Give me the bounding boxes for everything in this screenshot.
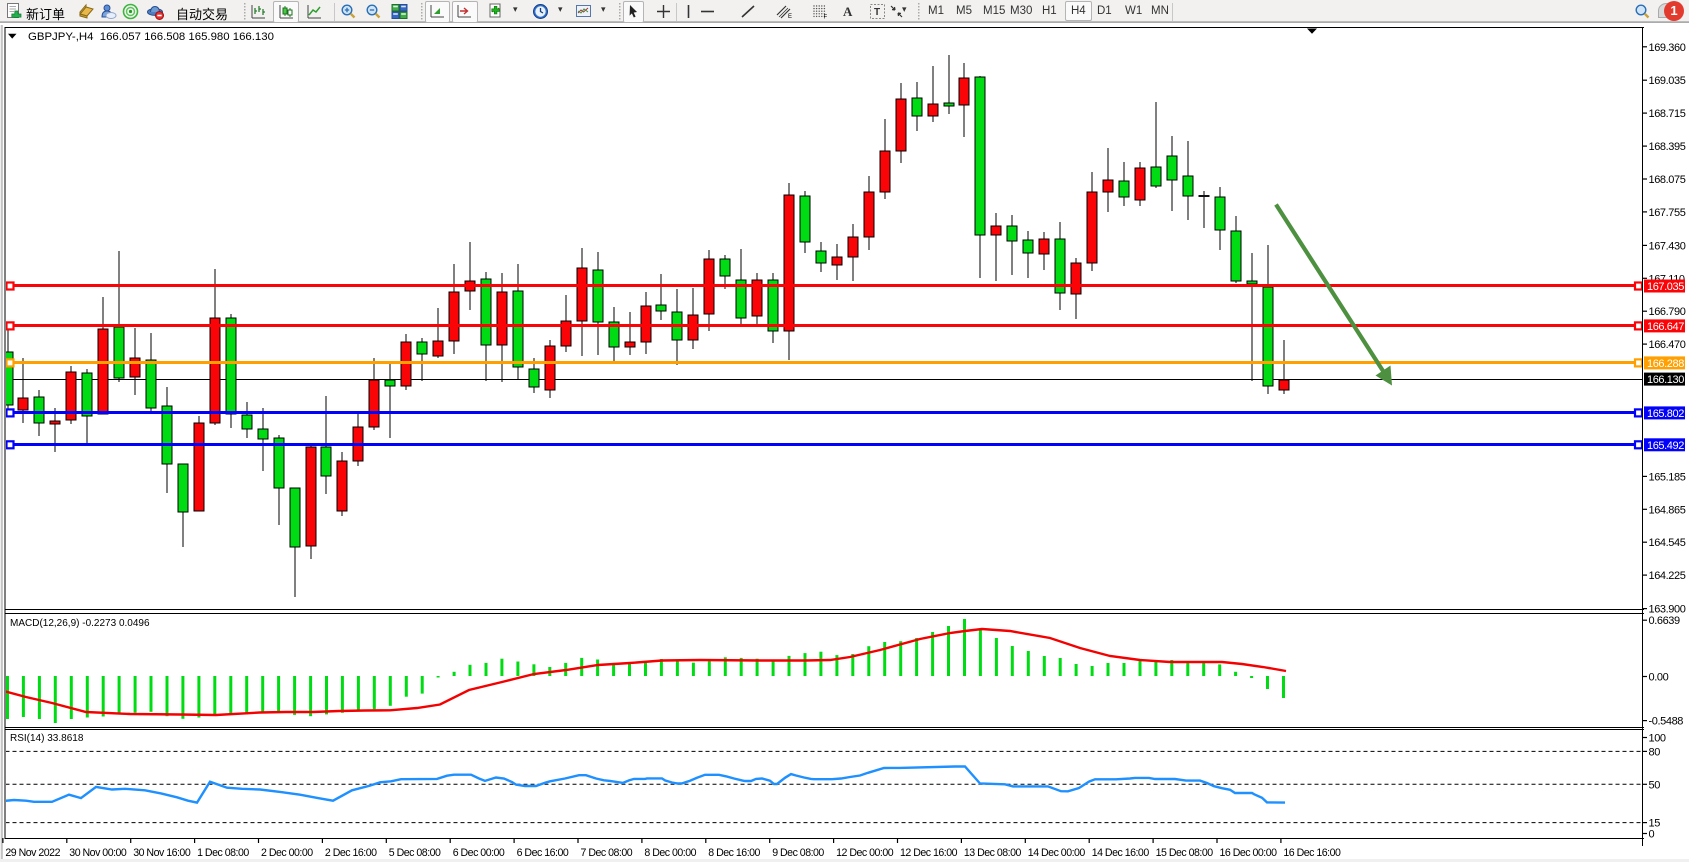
svg-text:T: T [874, 7, 880, 18]
svg-text:168.395: 168.395 [1649, 141, 1686, 153]
svg-text:RSI(14) 33.8618: RSI(14) 33.8618 [10, 733, 84, 744]
svg-text:166.647: 166.647 [1647, 321, 1684, 333]
svg-text:168.075: 168.075 [1649, 174, 1686, 186]
svg-text:30 Nov 00:00: 30 Nov 00:00 [69, 847, 127, 859]
svg-text:16 Dec 16:00: 16 Dec 16:00 [1283, 847, 1341, 859]
svg-text:169.035: 169.035 [1649, 75, 1686, 87]
svg-text:166.130: 166.130 [1647, 374, 1684, 386]
svg-text:1 Dec 08:00: 1 Dec 08:00 [197, 847, 249, 859]
svg-text:50: 50 [1649, 779, 1661, 791]
svg-text:163.900: 163.900 [1649, 604, 1686, 616]
svg-text:-0.5488: -0.5488 [1649, 716, 1684, 728]
svg-text:12 Dec 16:00: 12 Dec 16:00 [900, 847, 958, 859]
svg-text:167.430: 167.430 [1649, 240, 1686, 252]
svg-text:164.865: 164.865 [1649, 504, 1686, 516]
svg-text:9 Dec 08:00: 9 Dec 08:00 [772, 847, 824, 859]
svg-text:E: E [788, 14, 792, 20]
svg-text:29 Nov 2022: 29 Nov 2022 [5, 847, 60, 859]
svg-text:2 Dec 00:00: 2 Dec 00:00 [261, 847, 313, 859]
svg-text:30 Nov 16:00: 30 Nov 16:00 [133, 847, 191, 859]
svg-text:12 Dec 00:00: 12 Dec 00:00 [836, 847, 894, 859]
svg-text:2 Dec 16:00: 2 Dec 16:00 [325, 847, 377, 859]
svg-text:6 Dec 00:00: 6 Dec 00:00 [453, 847, 505, 859]
svg-text:165.185: 165.185 [1649, 471, 1686, 483]
svg-text:166.288: 166.288 [1647, 358, 1684, 370]
svg-text:15 Dec 08:00: 15 Dec 08:00 [1156, 847, 1214, 859]
svg-text:164.225: 164.225 [1649, 570, 1686, 582]
svg-text:164.545: 164.545 [1649, 537, 1686, 549]
svg-text:169.360: 169.360 [1649, 42, 1686, 54]
svg-text:8 Dec 00:00: 8 Dec 00:00 [644, 847, 696, 859]
svg-text:0: 0 [1649, 829, 1655, 841]
svg-text:GBPJPY-,H4 166.057 166.508 16: GBPJPY-,H4 166.057 166.508 165.980 166.1… [28, 31, 274, 43]
svg-text:0.00: 0.00 [1649, 672, 1669, 684]
svg-text:6 Dec 16:00: 6 Dec 16:00 [517, 847, 569, 859]
svg-text:8 Dec 16:00: 8 Dec 16:00 [708, 847, 760, 859]
svg-text:166.470: 166.470 [1649, 339, 1686, 351]
svg-text:165.492: 165.492 [1647, 440, 1684, 452]
svg-text:13 Dec 08:00: 13 Dec 08:00 [964, 847, 1022, 859]
svg-text:167.755: 167.755 [1649, 207, 1686, 219]
svg-text:165.802: 165.802 [1647, 408, 1684, 420]
svg-text:0.6639: 0.6639 [1649, 615, 1681, 627]
svg-text:166.790: 166.790 [1649, 306, 1686, 318]
svg-text:100: 100 [1649, 733, 1666, 745]
svg-text:MACD(12,26,9) -0.2273 0.0496: MACD(12,26,9) -0.2273 0.0496 [10, 618, 150, 629]
svg-text:14 Dec 16:00: 14 Dec 16:00 [1092, 847, 1150, 859]
svg-text:14 Dec 00:00: 14 Dec 00:00 [1028, 847, 1086, 859]
svg-text:7 Dec 08:00: 7 Dec 08:00 [581, 847, 633, 859]
svg-text:16 Dec 00:00: 16 Dec 00:00 [1220, 847, 1278, 859]
svg-text:167.035: 167.035 [1647, 281, 1684, 293]
svg-text:168.715: 168.715 [1649, 108, 1686, 120]
svg-text:15: 15 [1649, 818, 1661, 830]
svg-text:80: 80 [1649, 746, 1661, 758]
svg-text:5 Dec 08:00: 5 Dec 08:00 [389, 847, 441, 859]
svg-text:F: F [824, 15, 828, 21]
